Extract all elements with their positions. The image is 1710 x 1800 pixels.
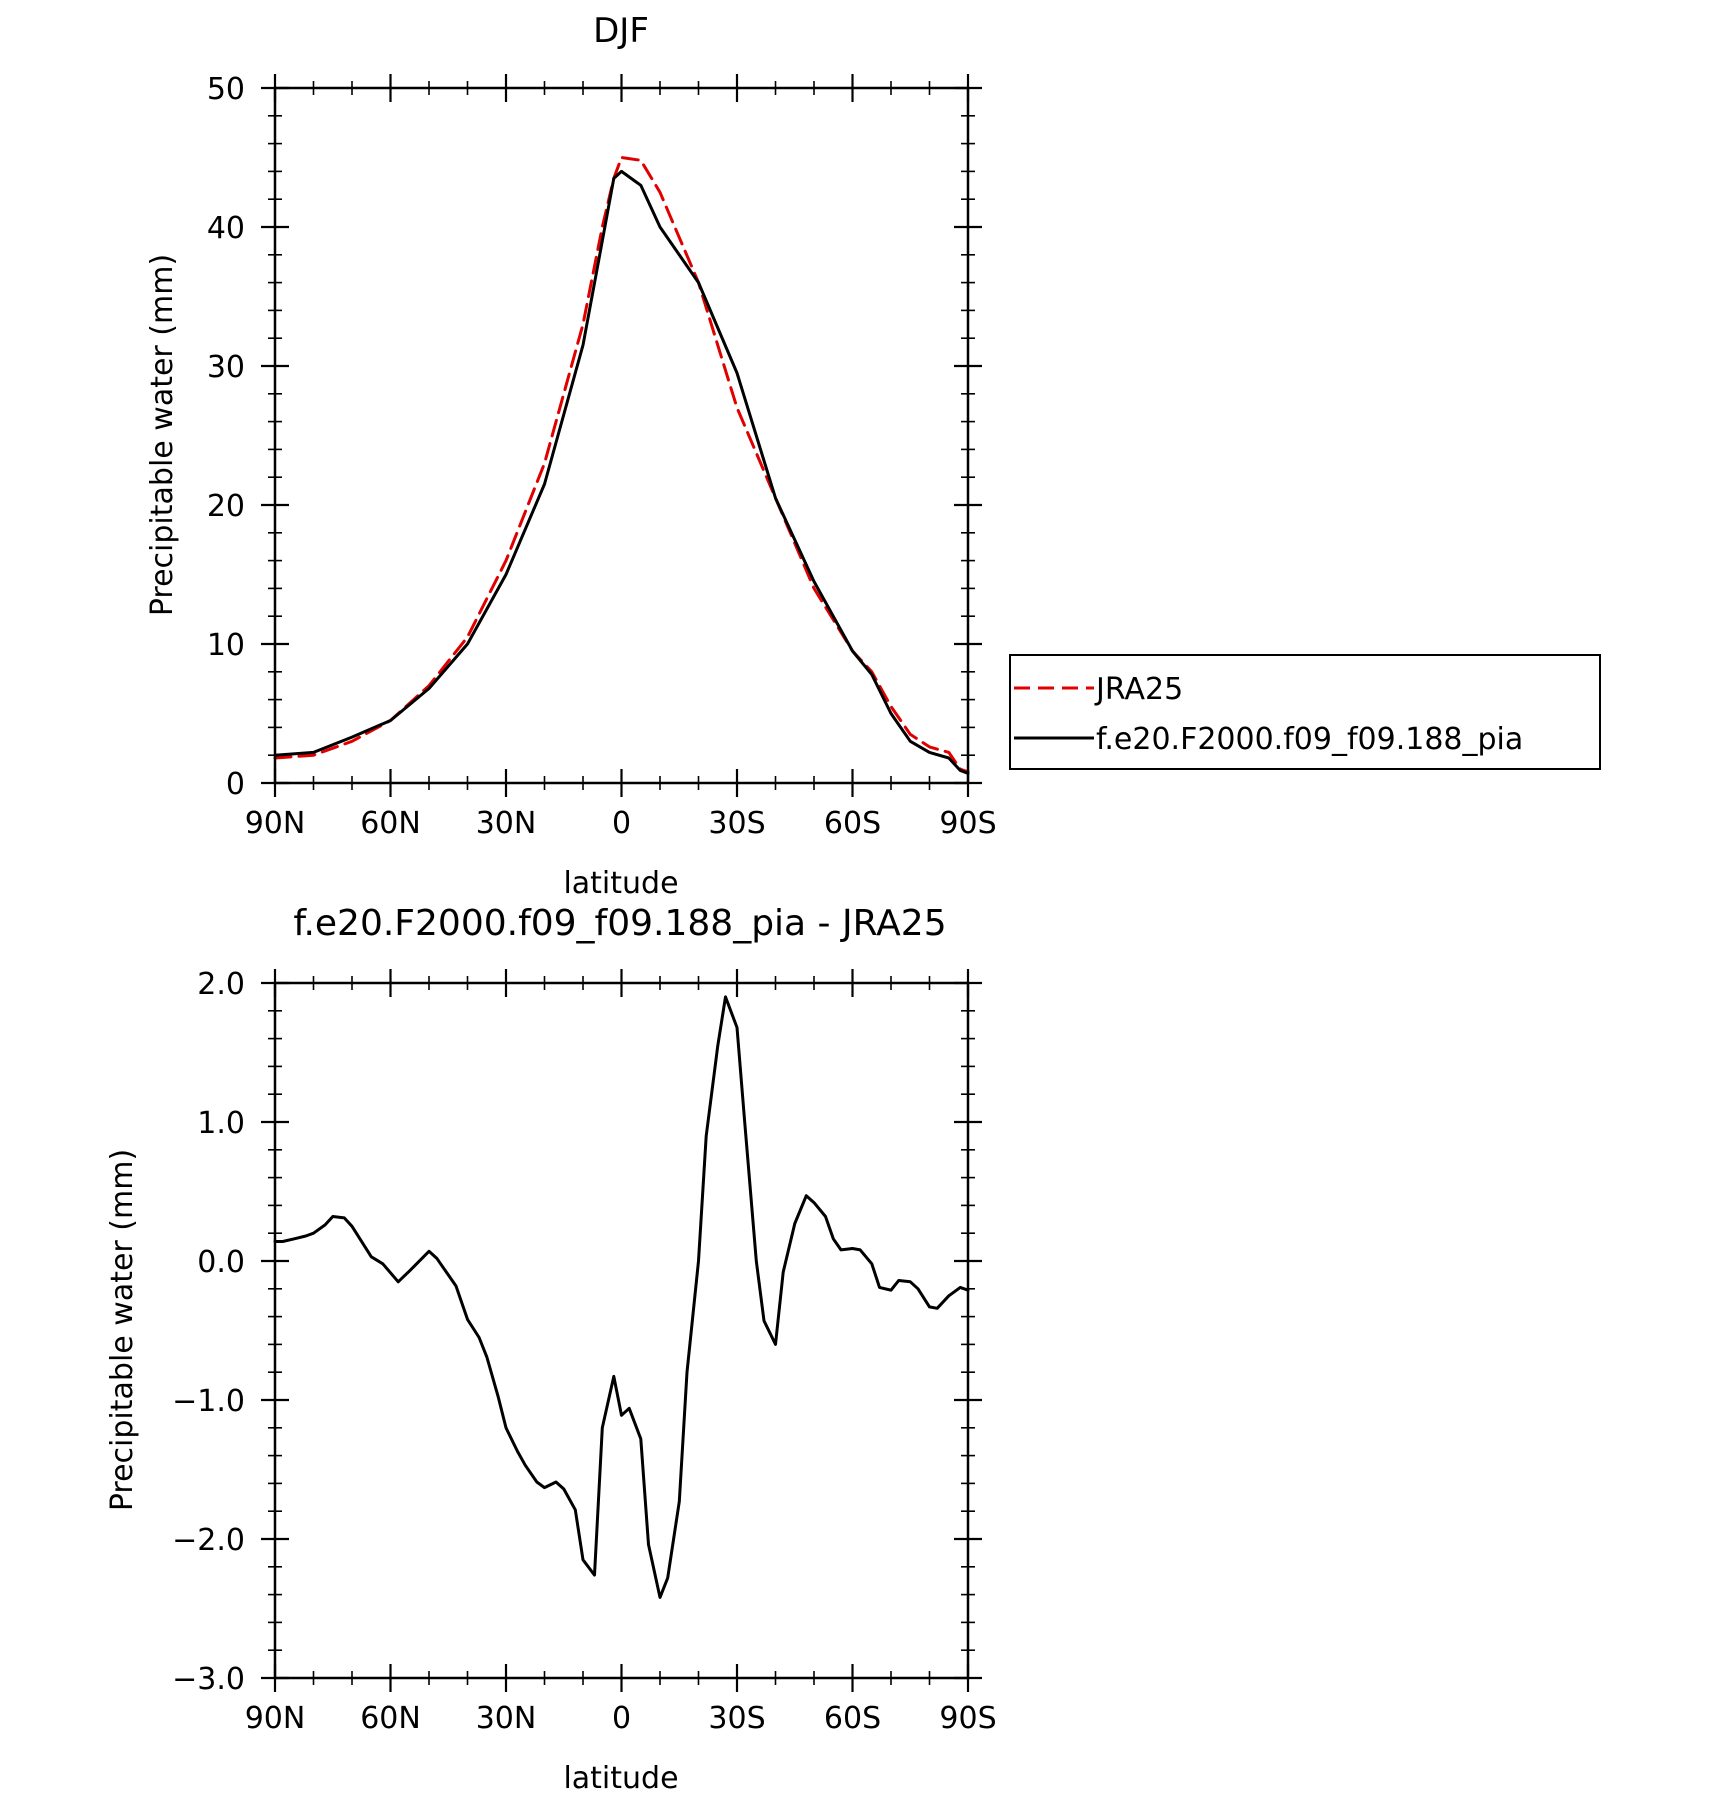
y-tick-label: 40 [207,211,245,246]
x-tick-label: 30S [708,806,765,841]
y-tick-label: 20 [207,489,245,524]
y-tick-label: −3.0 [172,1662,245,1697]
bottom-series-group [273,995,970,1599]
series-line-jra25 [273,156,970,774]
x-tick-label: 30S [708,1701,765,1736]
panel-bottom-chart: f.e20.F2000.f09_f09.188_pia - JRA25 −3.0… [105,903,997,1796]
x-tick-label: 30N [476,1701,537,1736]
series-line-f-e20-f2000-f09-f09-188-pia [273,169,970,775]
bottom-y-axis-label: Precipitable water (mm) [105,1149,140,1511]
x-tick-label: 0 [612,806,631,841]
top-series-group [273,156,970,775]
panel-top-chart: DJF 0 10 20 30 40 50 90N 60N 30N 0 30S 60S 90S lati… [145,11,1601,901]
x-tick-label: 90N [245,806,306,841]
y-tick-label: 10 [207,628,245,663]
bottom-y-ticks: −3.0 −2.0 −1.0 0.0 1.0 2.0 [172,967,982,1697]
y-tick-label: 30 [207,350,245,385]
y-tick-label: 1.0 [197,1106,245,1141]
x-tick-label: 90S [939,1701,996,1736]
y-tick-label: 0 [226,767,245,802]
y-tick-label: 50 [207,72,245,107]
x-tick-label: 60N [360,806,421,841]
x-tick-label: 60S [824,1701,881,1736]
legend-label-jra25: JRA25 [1094,672,1183,707]
legend-box [1009,654,1601,770]
series-line-difference-1-0 [273,995,970,1599]
top-chart-title: DJF [593,11,649,51]
x-tick-label: 90S [939,806,996,841]
y-tick-label: 2.0 [197,967,245,1002]
top-y-ticks: 0 10 20 30 40 50 [207,72,982,802]
bottom-x-ticks: 90N 60N 30N 0 30S 60S 90S [245,969,997,1736]
top-x-ticks: 90N 60N 30N 0 30S 60S 90S [245,74,997,841]
x-tick-label: 0 [612,1701,631,1736]
x-tick-label: 60N [360,1701,421,1736]
bottom-x-axis-label: latitude [563,1761,678,1796]
y-tick-label: −1.0 [172,1384,245,1419]
top-x-axis-label: latitude [563,866,678,901]
y-tick-label: −2.0 [172,1523,245,1558]
bottom-chart-title: f.e20.F2000.f09_f09.188_pia - JRA25 [293,903,946,944]
legend: JRA25 f.e20.F2000.f09_f09.188_pia [1009,654,1601,770]
top-y-axis-label: Precipitable water (mm) [145,254,180,616]
y-tick-label: 0.0 [197,1245,245,1280]
top-plot-frame [273,86,970,785]
legend-label-model: f.e20.F2000.f09_f09.188_pia [1096,722,1523,757]
x-tick-label: 90N [245,1701,306,1736]
x-tick-label: 60S [824,806,881,841]
bottom-plot-frame [273,981,970,1680]
x-tick-label: 30N [476,806,537,841]
